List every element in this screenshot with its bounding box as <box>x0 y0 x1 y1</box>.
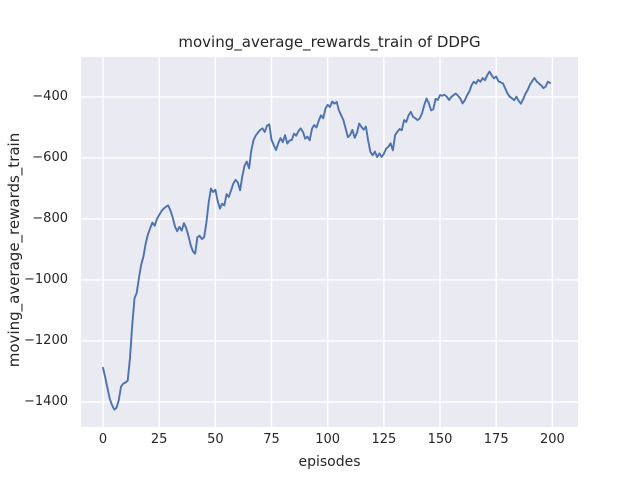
x-tick-label: 200 <box>539 432 565 447</box>
y-tick-label: −1400 <box>24 393 68 409</box>
x-tick-label: 100 <box>315 432 341 447</box>
y-tick-label: −600 <box>32 149 68 165</box>
x-tick-label: 150 <box>427 432 453 447</box>
x-tick-label: 25 <box>150 432 168 447</box>
y-tick-label: −1000 <box>24 271 68 287</box>
x-tick-label: 75 <box>263 432 280 447</box>
x-tick-label: 125 <box>371 432 397 447</box>
x-tick-label: 50 <box>207 432 224 447</box>
x-tick-label: 175 <box>483 432 509 447</box>
chart-title: moving_average_rewards_train of DDPG <box>178 33 481 51</box>
y-tick-label: −1200 <box>24 332 68 348</box>
x-tick-label: 0 <box>98 432 108 447</box>
series-line-ddpg <box>102 70 552 411</box>
y-tick-label: −800 <box>32 210 68 226</box>
x-axis-label: episodes <box>298 454 361 470</box>
gridlines <box>81 57 578 427</box>
plot-area <box>81 57 578 427</box>
y-tick-label: −400 <box>32 88 68 104</box>
